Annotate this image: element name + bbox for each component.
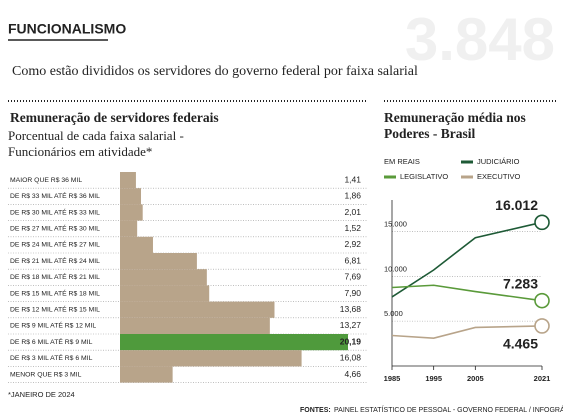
source: PAINEL ESTATÍSTICO DE PESSOAL - GOVERNO … — [334, 405, 563, 414]
line — [391, 325, 543, 339]
category-label: DE R$ 27 MIL ATÉ R$ 30 MIL — [10, 223, 100, 232]
value-label: 1,41 — [344, 174, 361, 184]
value-label: 2,01 — [344, 207, 361, 217]
section-title: FUNCIONALISMO — [8, 21, 126, 37]
bar — [120, 317, 270, 334]
value-label: 7,69 — [344, 272, 361, 282]
value-label: 6,81 — [344, 255, 361, 265]
category-label: DE R$ 33 MIL ATÉ R$ 36 MIL — [10, 191, 100, 200]
value-label: 20,19 — [340, 336, 362, 346]
bar — [120, 236, 153, 253]
line — [391, 221, 543, 298]
value-label: 4,66 — [344, 369, 361, 379]
x-tick-label: 2005 — [467, 374, 484, 383]
value-label: 2,92 — [344, 239, 361, 249]
y-tick-label: 5.000 — [384, 309, 403, 318]
value-label: 13,68 — [340, 304, 362, 314]
category-label: DE R$ 24 MIL ATÉ R$ 27 MIL — [10, 240, 100, 249]
bar — [120, 253, 197, 270]
page-subtitle: Como estão divididos os servidores do go… — [12, 64, 418, 79]
chart-title: Remuneração de servidores federais — [10, 110, 219, 125]
bar — [120, 350, 302, 367]
bar — [120, 220, 138, 237]
category-label: DE R$ 12 MIL ATÉ R$ 15 MIL — [10, 304, 100, 313]
value-label: 16,08 — [340, 353, 362, 363]
value-label: 13,27 — [340, 320, 362, 330]
end-marker — [534, 292, 550, 309]
category-label: DE R$ 3 MIL ATÉ R$ 6 MIL — [10, 353, 93, 362]
category-label: DE R$ 21 MIL ATÉ R$ 24 MIL — [10, 256, 100, 265]
line — [391, 284, 543, 302]
y-tick-label: 10.000 — [384, 264, 407, 273]
value-label: 7,90 — [344, 288, 361, 298]
category-label: DE R$ 6 MIL ATÉ R$ 9 MIL — [10, 337, 93, 346]
category-label: MENOR QUE R$ 3 MIL — [10, 371, 82, 378]
bar — [120, 204, 143, 221]
category-label: MAIOR QUE R$ 36 MIL — [10, 177, 82, 184]
value-label: 4.465 — [503, 336, 538, 352]
bar — [120, 269, 207, 286]
line-title-box: Remuneração média nos Poderes - Brasil — [384, 110, 526, 141]
bar — [120, 188, 142, 205]
chart-subtitle: Porcentual de cada faixa salarial - Func… — [8, 128, 184, 159]
chart-subtitle-box: Porcentual de cada faixa salarial - Func… — [8, 128, 184, 159]
bar — [120, 301, 275, 318]
bar — [120, 366, 173, 383]
source-label: FONTES: — [300, 407, 331, 414]
value-label: 1,52 — [344, 223, 361, 233]
chart-title: Remuneração média nos Poderes - Brasil — [384, 110, 526, 141]
category-label: DE R$ 30 MIL ATÉ R$ 33 MIL — [10, 207, 100, 216]
y-axis-label: EM REAIS — [384, 157, 420, 166]
legend-label: EXECUTIVO — [477, 172, 521, 181]
category-label: DE R$ 9 MIL ATÉ R$ 12 MIL — [10, 321, 96, 330]
footnote: *JANEIRO DE 2024 — [8, 390, 75, 399]
end-marker — [534, 214, 550, 231]
y-tick-label: 15.000 — [384, 219, 407, 228]
legend-label: LEGISLATIVO — [400, 172, 448, 181]
legend-label: JUDICIÁRIO — [477, 157, 520, 166]
bar — [120, 285, 210, 302]
end-marker — [534, 318, 550, 334]
category-label: DE R$ 18 MIL ATÉ R$ 21 MIL — [10, 272, 100, 281]
category-label: DE R$ 15 MIL ATÉ R$ 18 MIL — [10, 288, 100, 297]
value-label: 7.283 — [503, 275, 538, 291]
value-label: 16.012 — [495, 197, 538, 213]
watermark: 3.848 — [405, 6, 555, 73]
x-tick-label: 1985 — [384, 374, 401, 383]
x-tick-label: 2021 — [534, 374, 551, 383]
value-label: 1,86 — [344, 191, 361, 201]
bar — [120, 172, 136, 189]
x-tick-label: 1995 — [425, 374, 442, 383]
bar — [120, 334, 348, 351]
